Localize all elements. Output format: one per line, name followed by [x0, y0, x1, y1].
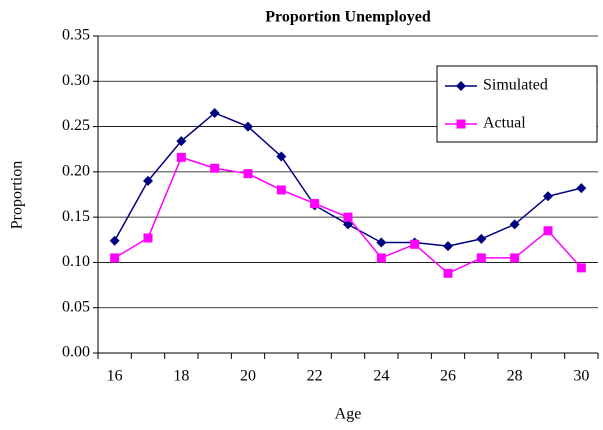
diamond-marker	[543, 191, 553, 202]
x-tick-label: 30	[573, 368, 589, 385]
diamond-marker	[343, 219, 353, 230]
diamond-marker	[209, 107, 220, 118]
legend-label: Actual	[483, 115, 526, 132]
square-marker	[576, 263, 586, 273]
diamond-marker	[443, 241, 453, 252]
square-marker	[210, 163, 220, 173]
x-tick-label: 16	[107, 368, 123, 385]
y-axis-label: Proportion	[9, 161, 26, 229]
square-marker	[410, 239, 420, 249]
square-marker	[343, 212, 353, 222]
diamond-marker	[376, 237, 387, 248]
square-marker	[310, 199, 320, 209]
x-tick-label: 26	[440, 368, 456, 385]
square-marker	[543, 226, 553, 236]
legend-label: Simulated	[483, 77, 548, 94]
legend-marker	[456, 119, 466, 129]
y-tick-label: 0.30	[62, 72, 90, 89]
square-marker	[176, 152, 186, 162]
diamond-marker	[509, 219, 520, 230]
x-tick-label: 20	[240, 368, 256, 385]
diamond-marker	[576, 183, 587, 194]
diamond-marker	[143, 175, 153, 186]
square-marker	[143, 233, 153, 243]
y-tick-label: 0.20	[62, 163, 90, 180]
y-tick-label: 0.25	[62, 117, 90, 134]
x-tick-label: 24	[373, 368, 389, 385]
diamond-marker	[476, 233, 487, 244]
x-tick-label: 22	[307, 368, 323, 385]
legend-marker	[456, 81, 466, 91]
diamond-marker	[176, 136, 187, 147]
square-marker	[476, 253, 486, 263]
y-tick-label: 0.05	[62, 298, 90, 315]
square-marker	[110, 253, 120, 263]
x-tick-label: 18	[173, 368, 189, 385]
chart-title: Proportion Unemployed	[265, 9, 431, 26]
y-tick-label: 0.15	[62, 208, 90, 225]
diamond-marker	[243, 121, 253, 132]
diamond-marker	[109, 235, 120, 246]
y-tick-label: 0.10	[62, 253, 90, 270]
x-axis-label: Age	[335, 406, 362, 423]
y-tick-label: 0.35	[62, 27, 90, 44]
y-tick-label: 0.00	[62, 344, 90, 361]
square-marker	[243, 169, 253, 179]
square-marker	[376, 253, 386, 263]
x-tick-label: 28	[507, 368, 523, 385]
square-marker	[443, 268, 453, 278]
square-marker	[510, 253, 520, 263]
legend-box	[436, 65, 598, 143]
diamond-marker	[276, 151, 287, 162]
square-marker	[276, 185, 286, 195]
